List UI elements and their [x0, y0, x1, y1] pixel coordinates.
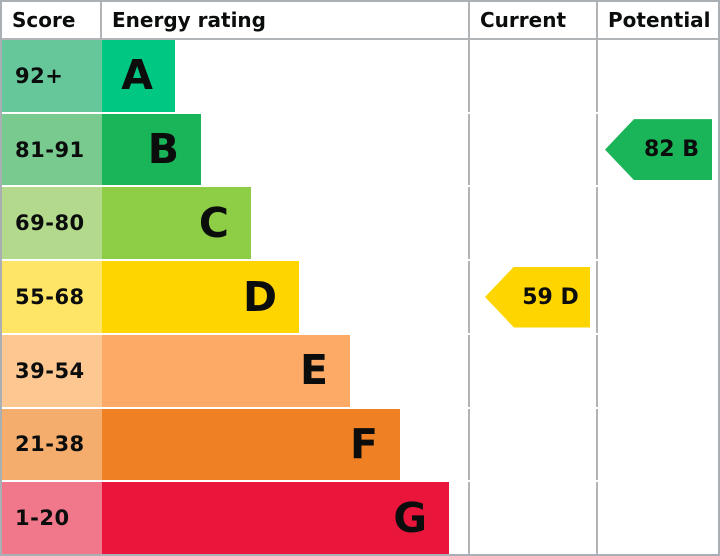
band-score-cell: 21-38	[2, 408, 102, 481]
band-bar: A	[102, 40, 175, 112]
band-bar-cell: F	[102, 408, 468, 481]
band-bar-cell: C	[102, 187, 468, 260]
band-score-cell: 92+	[2, 40, 102, 112]
band-letter: E	[299, 346, 328, 395]
band-score-cell: 55-68	[2, 261, 102, 333]
band-letter: A	[121, 51, 153, 100]
band-score-range: 55-68	[15, 285, 85, 310]
current-cell	[468, 482, 596, 554]
band-bar: F	[102, 408, 400, 481]
potential-arrow: 82 B	[605, 119, 712, 181]
header-potential: Potential	[596, 2, 718, 38]
band-score-cell: 81-91	[2, 113, 102, 186]
band-row: 92+ A	[2, 40, 718, 114]
band-score-cell: 39-54	[2, 334, 102, 407]
band-row: 69-80 C	[2, 187, 718, 262]
band-bar: E	[102, 334, 350, 407]
band-bar-cell: D	[102, 261, 468, 333]
header-score: Score	[2, 2, 102, 38]
current-cell	[468, 334, 596, 407]
band-letter: F	[349, 419, 378, 468]
band-letter: C	[198, 198, 229, 247]
band-bar-cell: G	[102, 482, 468, 554]
band-letter: D	[242, 272, 277, 321]
band-bar-cell: E	[102, 334, 468, 407]
chart-header: Score Energy rating Current Potential	[2, 2, 718, 40]
band-bar-cell: B	[102, 113, 468, 186]
band-score-cell: 1-20	[2, 482, 102, 554]
header-current: Current	[468, 2, 596, 38]
band-bar: C	[102, 187, 251, 260]
band-bar: G	[102, 482, 449, 554]
potential-cell: 82 B	[596, 113, 718, 186]
band-score-cell: 69-80	[2, 187, 102, 260]
band-row: 21-38 F	[2, 408, 718, 483]
band-score-range: 1-20	[15, 506, 70, 531]
band-score-range: 69-80	[15, 211, 85, 236]
band-letter: G	[393, 493, 427, 542]
header-energy-rating: Energy rating	[112, 8, 266, 32]
band-row: 81-91 B 82 B	[2, 113, 718, 188]
band-score-range: 92+	[15, 63, 64, 88]
band-row: 39-54 E	[2, 334, 718, 409]
band-score-range: 21-38	[15, 432, 85, 457]
current-cell	[468, 187, 596, 260]
band-row: 55-68 D 59 D	[2, 261, 718, 335]
potential-cell	[596, 40, 718, 112]
current-cell	[468, 113, 596, 186]
band-bar-cell: A	[102, 40, 468, 112]
potential-cell	[596, 408, 718, 481]
potential-cell	[596, 261, 718, 333]
band-bar: B	[102, 113, 201, 186]
band-letter: B	[147, 125, 179, 174]
potential-cell	[596, 334, 718, 407]
potential-cell	[596, 187, 718, 260]
band-score-range: 81-91	[15, 137, 85, 162]
current-cell	[468, 40, 596, 112]
band-bar: D	[102, 261, 299, 333]
potential-cell	[596, 482, 718, 554]
current-arrow: 59 D	[485, 266, 590, 328]
current-cell: 59 D	[468, 261, 596, 333]
current-cell	[468, 408, 596, 481]
band-row: 1-20 G	[2, 482, 718, 554]
band-score-range: 39-54	[15, 358, 85, 383]
